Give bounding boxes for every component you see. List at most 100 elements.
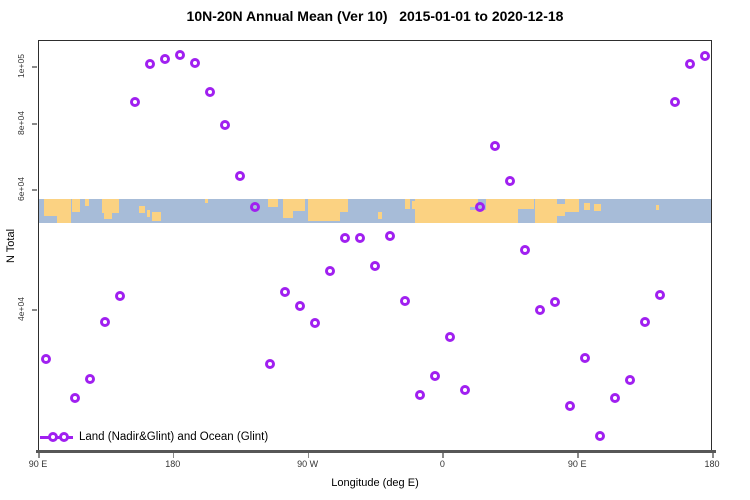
x-axis-line xyxy=(36,450,716,453)
land-patch xyxy=(146,209,150,217)
land-patch xyxy=(469,209,486,223)
land-ocean-strip xyxy=(39,199,711,223)
data-point xyxy=(699,50,710,61)
x-tick-label: 90 W xyxy=(297,459,319,469)
land-patch xyxy=(411,201,415,209)
data-point xyxy=(235,171,246,182)
data-point xyxy=(429,371,440,381)
data-point xyxy=(489,141,500,152)
y-tick-mark xyxy=(32,123,37,125)
x-tick-label: 0 xyxy=(439,459,445,469)
data-point xyxy=(385,231,395,242)
land-patch xyxy=(534,199,558,223)
data-point xyxy=(370,261,380,272)
data-point xyxy=(145,58,156,69)
data-point xyxy=(85,374,96,384)
x-tick-mark xyxy=(577,453,579,458)
land-patch xyxy=(469,199,478,208)
data-point xyxy=(190,58,201,68)
data-point xyxy=(340,233,350,243)
data-point xyxy=(295,300,306,311)
y-axis-label: N Total xyxy=(5,228,17,264)
data-point xyxy=(280,287,291,297)
data-point xyxy=(414,390,425,401)
data-point xyxy=(549,297,560,308)
y-tick-label: 8e+04 xyxy=(16,111,26,135)
land-patch xyxy=(268,199,279,208)
data-point xyxy=(175,50,186,60)
data-point xyxy=(474,201,485,212)
data-point xyxy=(100,317,111,327)
data-point xyxy=(594,431,605,441)
land-patch xyxy=(151,212,161,221)
data-point xyxy=(669,97,680,108)
land-patch xyxy=(414,199,470,223)
data-point xyxy=(355,233,365,243)
land-patch xyxy=(517,199,535,209)
land-patch xyxy=(565,199,580,213)
data-point xyxy=(579,353,590,363)
data-point xyxy=(115,291,126,302)
chart-title: 10N-20N Annual Mean (Ver 10) 2015-01-01 … xyxy=(186,8,564,24)
data-point xyxy=(40,354,51,365)
plot-area xyxy=(38,40,712,451)
ocean-strip-base xyxy=(39,199,711,223)
data-point xyxy=(654,290,665,300)
data-point xyxy=(609,393,620,404)
data-point xyxy=(400,296,410,306)
land-patch xyxy=(283,199,294,219)
land-patch xyxy=(584,202,591,210)
data-point xyxy=(205,87,216,98)
land-patch xyxy=(84,199,90,207)
data-point xyxy=(534,305,545,315)
x-tick-mark xyxy=(172,453,175,458)
data-point xyxy=(624,375,635,386)
x-tick-label: 90 E xyxy=(567,459,587,469)
data-point xyxy=(310,318,321,329)
y-tick-label: 4e+04 xyxy=(16,297,26,321)
data-point xyxy=(459,384,470,395)
land-patch xyxy=(138,206,145,214)
y-tick-mark xyxy=(32,189,37,191)
x-tick-label: 90 E xyxy=(28,459,48,469)
x-tick-mark xyxy=(712,453,714,458)
land-patch xyxy=(101,199,119,214)
y-tick-mark xyxy=(32,309,37,311)
land-patch xyxy=(56,199,71,223)
x-tick-label: 180 xyxy=(165,459,181,469)
x-tick-mark xyxy=(442,453,444,458)
land-patch xyxy=(308,199,341,221)
land-patch xyxy=(293,199,306,211)
x-tick-label: 180 xyxy=(704,459,720,469)
land-patch xyxy=(557,203,566,216)
land-patch xyxy=(485,199,518,223)
land-patch xyxy=(205,199,208,203)
legend-marker-icon xyxy=(48,432,58,442)
land-patch xyxy=(404,199,410,209)
data-point xyxy=(160,54,171,64)
x-axis-label: Longitude (deg E) xyxy=(331,477,419,489)
land-patch xyxy=(656,205,660,210)
data-point xyxy=(265,359,276,369)
land-patch xyxy=(44,199,57,216)
land-patch xyxy=(340,199,348,213)
x-tick-mark xyxy=(38,453,40,458)
x-tick-mark xyxy=(307,453,310,458)
legend-label: Land (Nadir&Glint) and Ocean (Glint) xyxy=(79,431,269,443)
y-tick-label: 1e+05 xyxy=(16,54,26,78)
y-tick-label: 6e+04 xyxy=(16,177,26,201)
data-point xyxy=(250,201,261,212)
data-point xyxy=(684,58,695,69)
data-point xyxy=(444,332,455,342)
data-point xyxy=(70,393,81,404)
data-point xyxy=(130,97,141,108)
legend-marker-icon xyxy=(59,432,69,442)
land-patch xyxy=(378,212,382,220)
data-point xyxy=(504,176,515,187)
land-patch xyxy=(71,199,80,213)
data-point xyxy=(519,245,530,255)
data-point xyxy=(639,317,650,327)
data-point xyxy=(564,401,575,411)
land-patch xyxy=(594,203,602,211)
